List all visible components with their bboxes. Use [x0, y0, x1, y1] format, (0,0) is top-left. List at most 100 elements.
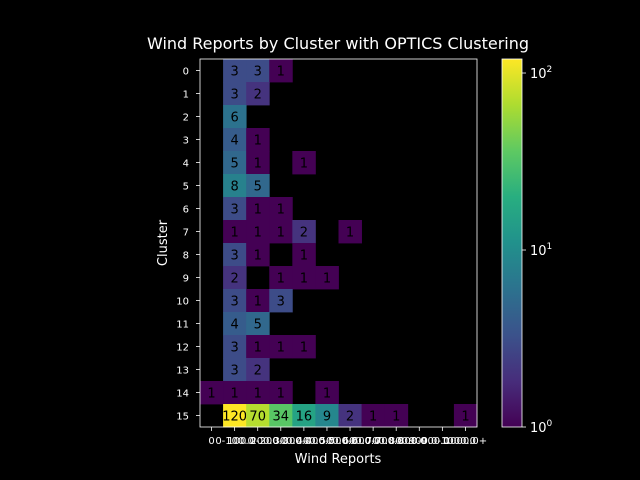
- y-tick-label: 15: [176, 412, 189, 423]
- cell-label: 34: [273, 410, 290, 425]
- heatmap-cell: [246, 335, 270, 359]
- heatmap-cell: [246, 243, 270, 267]
- heatmap-cell: [269, 404, 293, 428]
- x-tick-label: 900.0-1000.0: [409, 436, 476, 447]
- cell-label: 1: [277, 272, 285, 287]
- y-tick-label: 10: [176, 297, 189, 308]
- cell-label: 8: [230, 180, 238, 195]
- heatmap-cell: [223, 289, 247, 313]
- heatmap-cell: [246, 312, 270, 336]
- y-tick-label: 5: [183, 182, 189, 193]
- cell-label: 1: [254, 387, 262, 402]
- colorbar: 100 101 102: [501, 58, 553, 436]
- y-tick-label: 7: [183, 228, 189, 239]
- chart-title: Wind Reports by Cluster with OPTICS Clus…: [147, 34, 529, 53]
- heatmap-cell: [292, 243, 316, 267]
- heatmap-cell: [315, 266, 339, 290]
- x-tick-label: 300.0-400.0: [273, 436, 334, 447]
- cell-label: 1: [369, 410, 377, 425]
- cell-label: 3: [230, 203, 238, 218]
- cell-label: 1: [230, 387, 238, 402]
- heatmap-cell: [269, 289, 293, 313]
- cell-label: 1: [461, 410, 469, 425]
- cell-label: 1: [254, 249, 262, 264]
- x-tick-label: 100.0-200.0: [227, 436, 288, 447]
- heatmap: 3 3 13 264 15 1 18 53 1 11 1 1 2 13 1 12 1 1 13 1 34 53 1 1 13 21…: [199, 58, 478, 428]
- heatmap-cell: [200, 381, 224, 405]
- y-tick-label: 13: [176, 366, 189, 377]
- cell-label: 1: [300, 341, 308, 356]
- heatmap-cell: [361, 404, 386, 428]
- heatmap-cell: [292, 151, 316, 175]
- heatmap-cell: [269, 59, 293, 83]
- colorbar-tick-label: 100: [530, 419, 553, 436]
- cell-label: 5: [230, 157, 238, 172]
- y-tick-label: 11: [176, 320, 189, 331]
- y-tick-label: 0: [183, 67, 189, 78]
- cell-label: 1: [300, 249, 308, 264]
- cell-label: 2: [346, 410, 354, 425]
- heatmap-cell: [223, 151, 247, 175]
- cell-label: 3: [230, 364, 238, 379]
- cell-label: 1: [207, 387, 215, 402]
- heatmap-cell: [246, 174, 270, 198]
- heatmap-cell: [338, 404, 362, 428]
- cell-label: 3: [230, 65, 238, 80]
- colorbar-tick-label: 101: [530, 242, 552, 259]
- y-tick-label: 1: [183, 90, 189, 101]
- heatmap-cell: [223, 174, 247, 198]
- heatmap-cell: [269, 266, 293, 290]
- heatmap-cell: [246, 404, 270, 428]
- cell-label: 1: [254, 226, 262, 241]
- heatmap-cell: [292, 335, 316, 359]
- heatmap-cell: [292, 266, 316, 290]
- heatmap-cell: [292, 404, 316, 428]
- heatmap-cell: [246, 151, 270, 175]
- heatmap-cell: [246, 128, 270, 152]
- cell-label: 120: [222, 410, 247, 425]
- cell-label: 3: [230, 341, 238, 356]
- cell-label: 1: [277, 203, 285, 218]
- y-tick-label: 6: [183, 205, 189, 216]
- cell-label: 2: [300, 226, 308, 241]
- heatmap-cell: [223, 358, 247, 382]
- cell-label: 3: [230, 88, 238, 103]
- x-axis-label: Wind Reports: [295, 452, 382, 467]
- heatmap-cell: [246, 197, 270, 221]
- cell-label: 4: [230, 318, 238, 333]
- cell-label: 1: [346, 226, 354, 241]
- cell-label: 1: [323, 387, 331, 402]
- cell-label: 1: [323, 272, 331, 287]
- y-axis-label: Cluster: [156, 219, 171, 266]
- heatmap-cell: [315, 381, 339, 405]
- heatmap-cell: [384, 404, 409, 428]
- heatmap-cell: [292, 220, 316, 244]
- cell-label: 1: [254, 203, 262, 218]
- colorbar-tick-label: 102: [530, 65, 552, 82]
- colorbar-gradient: [501, 58, 523, 428]
- colorbar-ticks: 100 101 102: [522, 65, 553, 436]
- x-tick-label: 600.0-700.0: [343, 436, 404, 447]
- cell-label: 1: [254, 295, 262, 310]
- cell-label: 1: [392, 410, 400, 425]
- x-tick-label: 0-100.0: [215, 436, 254, 447]
- cell-label: 2: [230, 272, 238, 287]
- cell-label: 3: [230, 295, 238, 310]
- heatmap-cell: [223, 381, 247, 405]
- cell-label: 1: [277, 387, 285, 402]
- heatmap-cell: [223, 312, 247, 336]
- heatmap-cell: [246, 82, 270, 106]
- cell-label: 70: [249, 410, 266, 425]
- y-tick-label: 4: [183, 159, 189, 170]
- heatmap-cell: [223, 128, 247, 152]
- heatmap-cell: [223, 59, 247, 83]
- cell-label: 3: [254, 65, 262, 80]
- x-tick-label: 700.0-800.0: [366, 436, 427, 447]
- cell-label: 5: [254, 318, 262, 333]
- heatmap-cell: [223, 82, 247, 106]
- cell-label: 1: [254, 134, 262, 149]
- heatmap-cell: [269, 381, 293, 405]
- cell-label: 1: [277, 226, 285, 241]
